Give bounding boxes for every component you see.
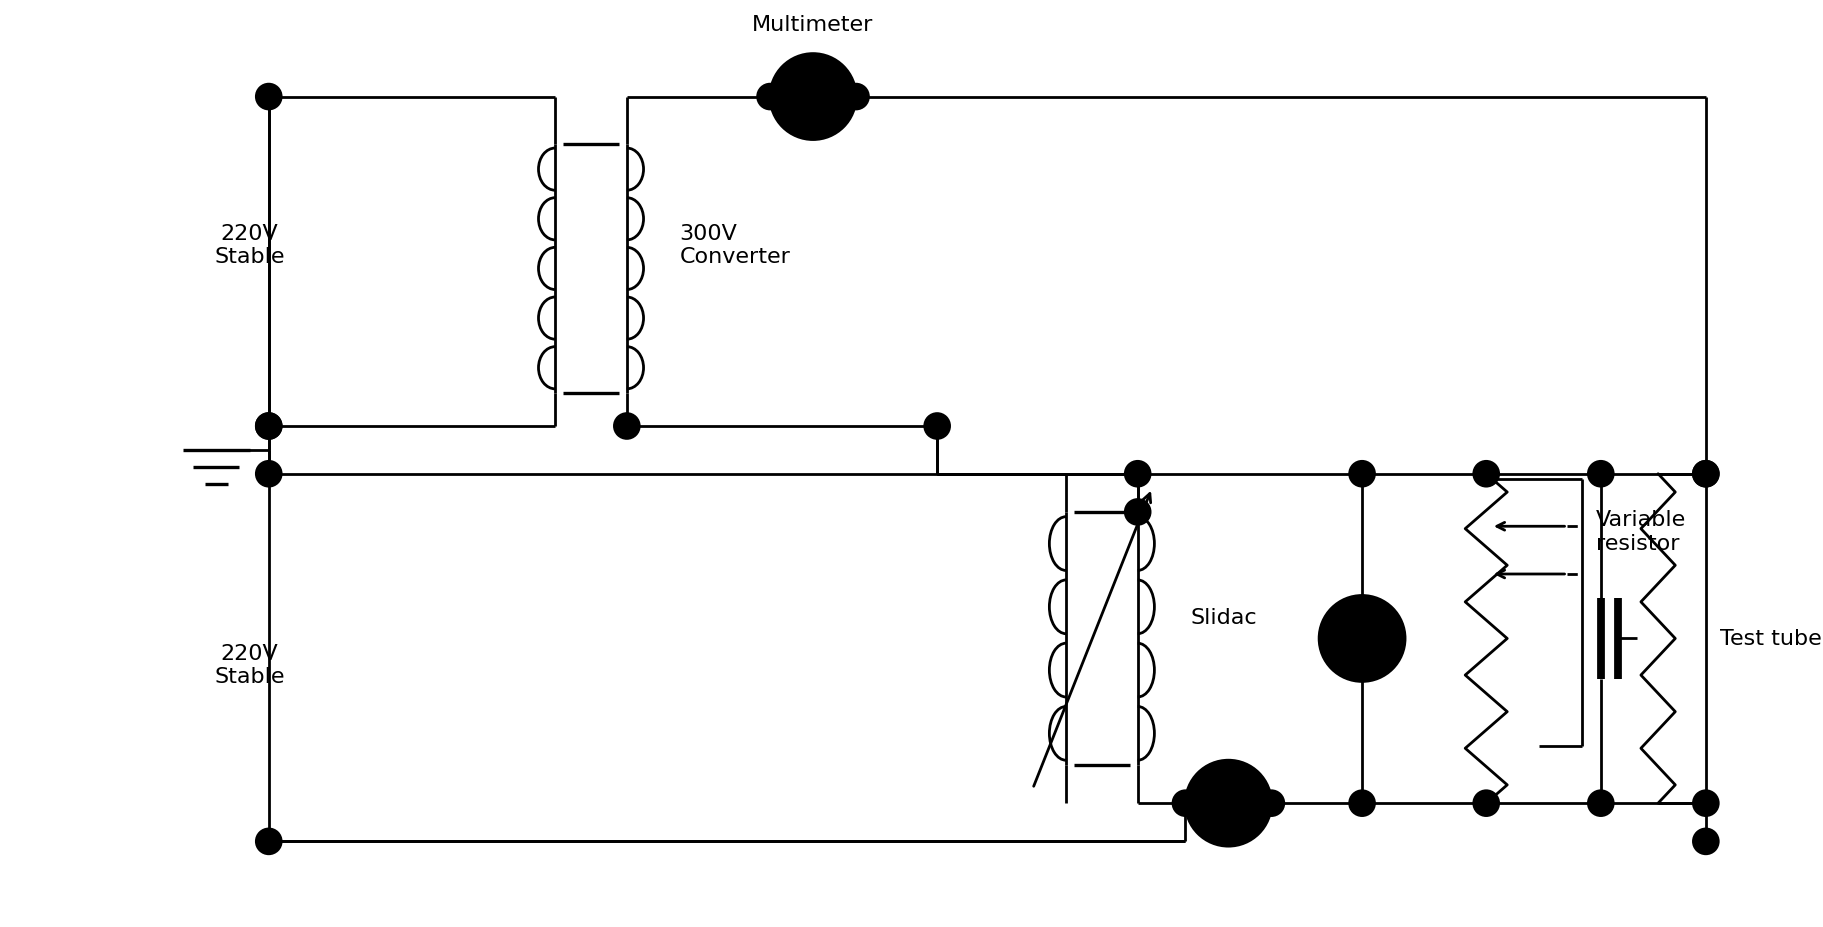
Text: Multimeter: Multimeter <box>753 16 873 35</box>
Circle shape <box>614 414 640 439</box>
Circle shape <box>1125 500 1150 525</box>
Circle shape <box>257 462 281 487</box>
Circle shape <box>1260 791 1283 816</box>
Circle shape <box>1588 462 1613 487</box>
Circle shape <box>1694 462 1719 487</box>
Circle shape <box>769 55 857 140</box>
Text: A: A <box>1218 791 1238 817</box>
Circle shape <box>1694 462 1719 487</box>
Circle shape <box>257 829 281 854</box>
Circle shape <box>758 85 782 110</box>
Circle shape <box>1172 791 1198 816</box>
Circle shape <box>1349 462 1375 487</box>
Text: 220V
Stable: 220V Stable <box>215 223 284 267</box>
Circle shape <box>257 414 281 439</box>
Circle shape <box>1473 791 1499 816</box>
Text: Slidac: Slidac <box>1190 607 1256 628</box>
Circle shape <box>1125 462 1150 487</box>
Circle shape <box>1349 791 1375 816</box>
Circle shape <box>1694 829 1719 854</box>
Circle shape <box>1694 791 1719 816</box>
Circle shape <box>257 85 281 110</box>
Circle shape <box>1185 760 1271 846</box>
Text: Test tube: Test tube <box>1721 629 1821 649</box>
Circle shape <box>1588 791 1613 816</box>
Circle shape <box>844 85 868 110</box>
Text: Variable
resistor: Variable resistor <box>1595 510 1686 553</box>
Circle shape <box>924 414 950 439</box>
Text: 220V
Stable: 220V Stable <box>215 643 284 687</box>
Text: A: A <box>802 84 824 110</box>
Circle shape <box>1473 462 1499 487</box>
Circle shape <box>257 414 281 439</box>
Text: V: V <box>1353 626 1373 652</box>
Circle shape <box>1320 596 1406 681</box>
Text: 300V
Converter: 300V Converter <box>680 223 789 267</box>
